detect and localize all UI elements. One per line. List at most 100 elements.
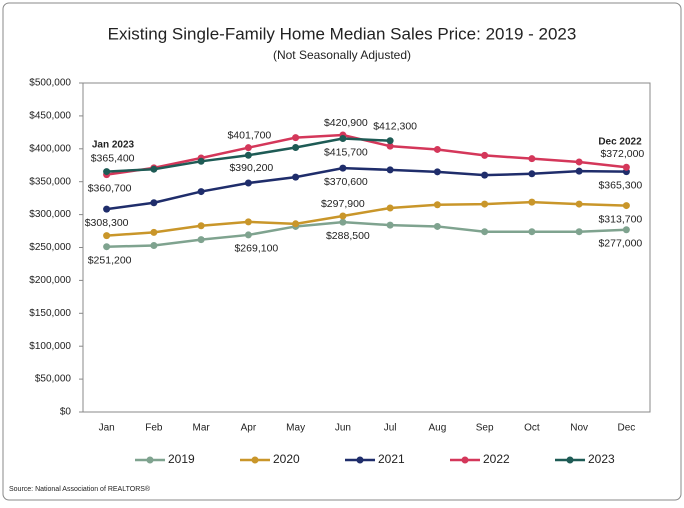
value-label: $269,100	[234, 243, 278, 255]
series-line	[106, 220, 627, 248]
point	[433, 201, 441, 209]
x-tick-label: Dec	[617, 423, 635, 434]
point	[150, 228, 158, 236]
point	[528, 228, 536, 236]
point	[575, 167, 583, 175]
legend-marker	[146, 456, 154, 464]
point	[150, 242, 158, 250]
point	[103, 205, 111, 213]
annotation: Jan 2023	[92, 140, 135, 151]
point	[575, 228, 583, 236]
x-tick-label: Jan	[99, 423, 115, 434]
point	[386, 221, 394, 229]
point	[244, 151, 252, 159]
point	[622, 226, 630, 234]
legend-label: 2022	[483, 452, 510, 466]
legend-label: 2021	[378, 452, 405, 466]
point	[292, 134, 300, 142]
point	[197, 236, 205, 244]
value-label: $313,700	[598, 213, 642, 225]
y-tick-label: $500,000	[29, 78, 71, 89]
chart-subtitle: (Not Seasonally Adjusted)	[273, 48, 411, 62]
point	[622, 163, 630, 171]
value-label: $401,700	[227, 129, 271, 141]
value-label: $308,300	[85, 217, 129, 229]
y-tick-label: $450,000	[29, 111, 71, 122]
point	[197, 157, 205, 165]
point	[481, 171, 489, 179]
y-tick-label: $100,000	[29, 341, 71, 352]
point	[528, 155, 536, 163]
point	[386, 142, 394, 150]
chart-title: Existing Single-Family Home Median Sales…	[108, 24, 577, 43]
series-line	[106, 166, 627, 211]
x-tick-label: Oct	[524, 423, 540, 434]
point	[528, 198, 536, 206]
point	[481, 228, 489, 236]
point	[339, 134, 347, 142]
x-tick-label: Jul	[384, 423, 397, 434]
point	[244, 179, 252, 187]
point	[244, 218, 252, 226]
x-tick-label: Mar	[193, 423, 211, 434]
value-label: $251,200	[88, 254, 132, 266]
value-label: $412,300	[373, 120, 417, 132]
point	[433, 222, 441, 230]
value-label: $420,900	[324, 117, 368, 129]
y-tick-label: $250,000	[29, 242, 71, 253]
point	[481, 200, 489, 208]
legend-label: 2020	[273, 452, 300, 466]
point	[292, 220, 300, 228]
point	[103, 232, 111, 240]
point	[292, 143, 300, 151]
legend-marker	[566, 456, 574, 464]
x-tick-label: Sep	[476, 423, 494, 434]
point	[433, 145, 441, 153]
legend-marker	[356, 456, 364, 464]
value-label: $365,400	[91, 152, 135, 164]
y-tick-label: $0	[60, 407, 72, 418]
point	[197, 188, 205, 196]
x-tick-label: Feb	[145, 423, 163, 434]
x-tick-label: Nov	[570, 423, 588, 434]
point	[339, 212, 347, 220]
value-label: $370,600	[324, 176, 368, 188]
legend-label: 2023	[588, 452, 615, 466]
frame	[2, 2, 682, 501]
point	[244, 144, 252, 152]
point	[575, 158, 583, 166]
y-tick-label: $300,000	[29, 209, 71, 220]
point	[528, 170, 536, 178]
point	[339, 218, 347, 226]
value-label: $297,900	[321, 198, 365, 210]
value-label: $277,000	[598, 238, 642, 250]
point	[622, 202, 630, 210]
y-tick-label: $350,000	[29, 176, 71, 187]
point	[244, 231, 252, 239]
point	[150, 165, 158, 173]
point	[575, 200, 583, 208]
point	[339, 164, 347, 172]
y-tick-label: $150,000	[29, 308, 71, 319]
value-label: $372,000	[600, 148, 644, 160]
point	[150, 199, 158, 207]
x-tick-label: Jun	[335, 423, 351, 434]
legend-marker	[461, 456, 469, 464]
x-tick-label: Apr	[241, 423, 257, 434]
value-label: $390,200	[229, 162, 273, 174]
legend-label: 2019	[168, 452, 195, 466]
point	[433, 168, 441, 176]
source: Source: National Association of REALTORS…	[9, 485, 151, 493]
annotation: Dec 2022	[598, 137, 642, 148]
y-tick-label: $50,000	[35, 374, 72, 385]
value-label: $360,700	[88, 182, 132, 194]
value-label: $288,500	[326, 230, 370, 242]
y-tick-label: $200,000	[29, 275, 71, 286]
point	[103, 243, 111, 251]
value-label: $415,700	[324, 146, 368, 158]
point	[386, 204, 394, 212]
legend-marker	[251, 456, 259, 464]
x-tick-label: May	[286, 423, 305, 434]
point	[386, 166, 394, 174]
